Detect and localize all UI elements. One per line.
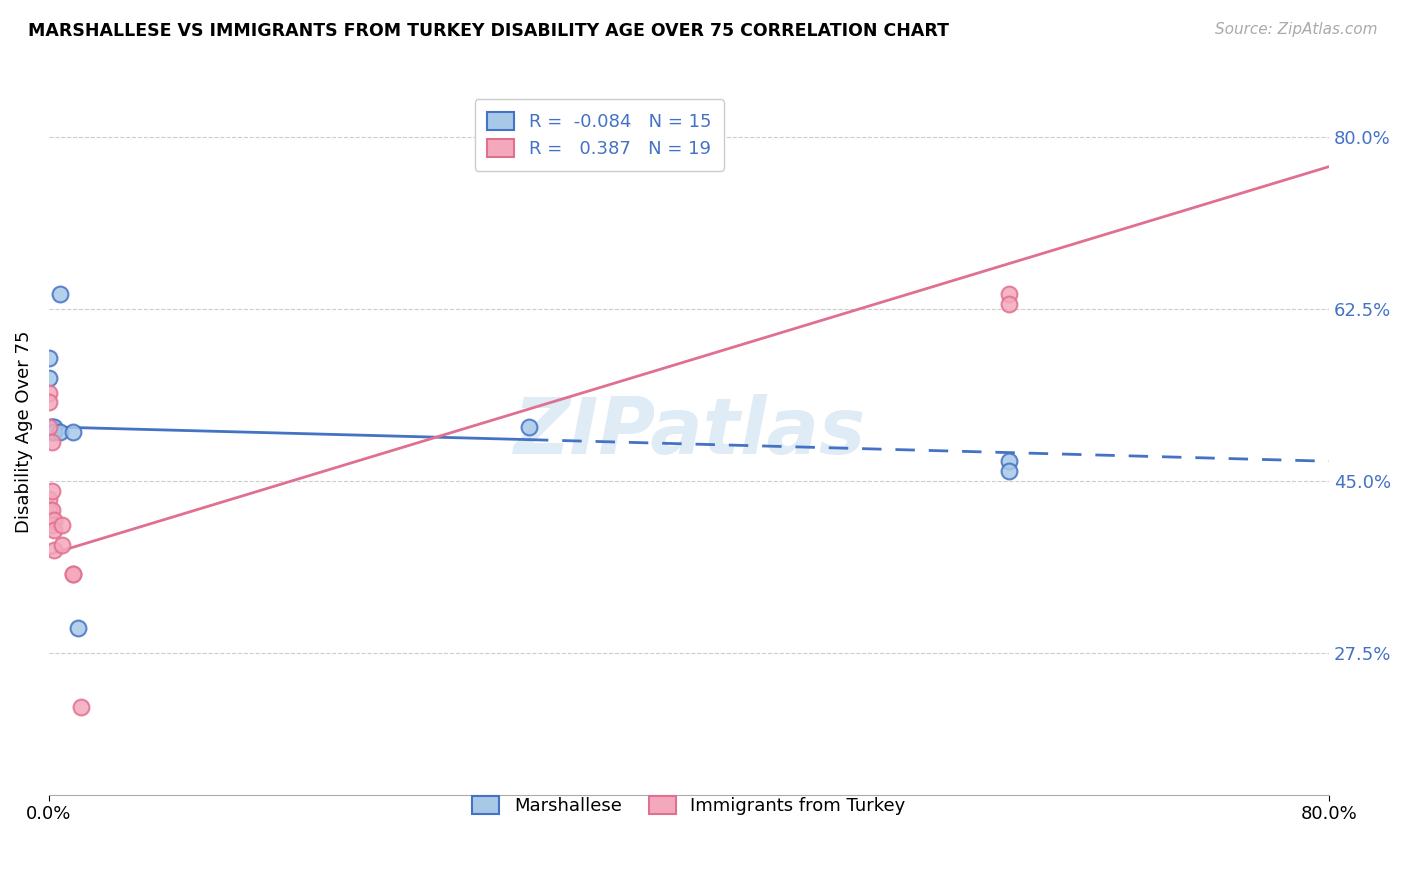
Point bbox=[41, 422, 63, 436]
Point bbox=[51, 538, 73, 552]
Point bbox=[998, 287, 1021, 301]
Point bbox=[38, 371, 60, 385]
Text: MARSHALLESE VS IMMIGRANTS FROM TURKEY DISABILITY AGE OVER 75 CORRELATION CHART: MARSHALLESE VS IMMIGRANTS FROM TURKEY DI… bbox=[28, 22, 949, 40]
Point bbox=[42, 425, 65, 439]
Point bbox=[66, 621, 89, 635]
Point bbox=[998, 454, 1021, 468]
Point bbox=[38, 351, 60, 366]
Point bbox=[38, 503, 60, 517]
Point bbox=[51, 518, 73, 533]
Point bbox=[42, 513, 65, 527]
Point bbox=[62, 567, 84, 582]
Text: Source: ZipAtlas.com: Source: ZipAtlas.com bbox=[1215, 22, 1378, 37]
Point bbox=[998, 297, 1021, 311]
Point bbox=[62, 425, 84, 439]
Y-axis label: Disability Age Over 75: Disability Age Over 75 bbox=[15, 331, 32, 533]
Point bbox=[38, 420, 60, 434]
Point bbox=[38, 395, 60, 409]
Point bbox=[41, 420, 63, 434]
Point bbox=[38, 385, 60, 400]
Point bbox=[42, 420, 65, 434]
Point bbox=[517, 420, 540, 434]
Point bbox=[41, 518, 63, 533]
Legend: Marshallese, Immigrants from Turkey: Marshallese, Immigrants from Turkey bbox=[465, 789, 912, 822]
Point bbox=[998, 464, 1021, 478]
Point bbox=[41, 503, 63, 517]
Point bbox=[41, 425, 63, 439]
Point bbox=[62, 567, 84, 582]
Point bbox=[41, 434, 63, 449]
Point bbox=[41, 483, 63, 498]
Text: ZIPatlas: ZIPatlas bbox=[513, 393, 865, 470]
Point bbox=[42, 542, 65, 557]
Point bbox=[70, 699, 93, 714]
Point bbox=[49, 287, 72, 301]
Point bbox=[42, 523, 65, 537]
Point bbox=[38, 491, 60, 506]
Point bbox=[49, 425, 72, 439]
Point bbox=[41, 420, 63, 434]
